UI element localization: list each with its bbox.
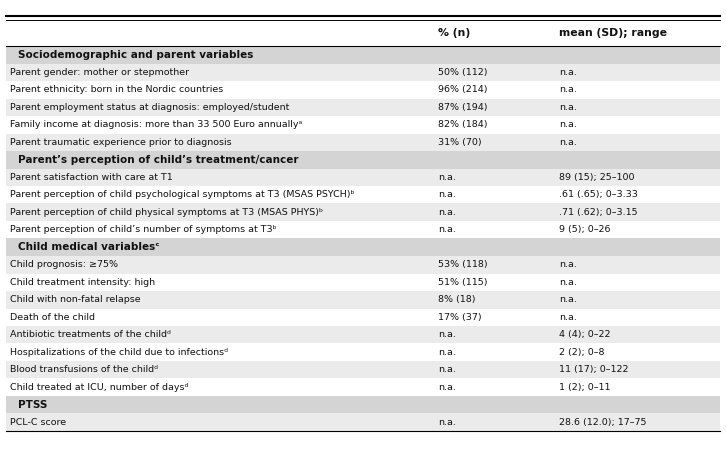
Text: Child prognosis: ≥75%: Child prognosis: ≥75% xyxy=(10,260,118,269)
Text: Antibiotic treatments of the childᵈ: Antibiotic treatments of the childᵈ xyxy=(10,330,171,339)
Bar xyxy=(6,133,720,151)
Text: n.a.: n.a. xyxy=(559,68,577,77)
Text: 8% (18): 8% (18) xyxy=(438,295,476,304)
Text: Child medical variablesᶜ: Child medical variablesᶜ xyxy=(18,242,160,252)
Text: n.a.: n.a. xyxy=(438,330,456,339)
Text: 50% (112): 50% (112) xyxy=(438,68,487,77)
Text: Parent’s perception of child’s treatment/cancer: Parent’s perception of child’s treatment… xyxy=(18,155,298,165)
Text: n.a.: n.a. xyxy=(559,278,577,287)
Text: % (n): % (n) xyxy=(438,28,470,38)
Text: Child treated at ICU, number of daysᵈ: Child treated at ICU, number of daysᵈ xyxy=(10,383,188,392)
Text: 51% (115): 51% (115) xyxy=(438,278,487,287)
Text: n.a.: n.a. xyxy=(438,365,456,374)
Bar xyxy=(6,273,720,291)
Text: Family income at diagnosis: more than 33 500 Euro annuallyᵃ: Family income at diagnosis: more than 33… xyxy=(10,120,302,129)
Text: n.a.: n.a. xyxy=(438,173,456,182)
Bar xyxy=(6,221,720,239)
Text: 17% (37): 17% (37) xyxy=(438,313,481,322)
Bar xyxy=(6,396,720,413)
Bar xyxy=(6,64,720,81)
Bar xyxy=(6,168,720,186)
Text: Child treatment intensity: high: Child treatment intensity: high xyxy=(10,278,155,287)
Text: 53% (118): 53% (118) xyxy=(438,260,488,269)
Text: n.a.: n.a. xyxy=(438,208,456,217)
Bar xyxy=(6,239,720,256)
Text: 28.6 (12.0); 17–75: 28.6 (12.0); 17–75 xyxy=(559,418,647,427)
Text: Sociodemographic and parent variables: Sociodemographic and parent variables xyxy=(18,50,253,60)
Text: 9 (5); 0–26: 9 (5); 0–26 xyxy=(559,225,611,234)
Text: .71 (.62); 0–3.15: .71 (.62); 0–3.15 xyxy=(559,208,638,217)
Text: Parent perception of child psychological symptoms at T3 (MSAS PSYCH)ᵇ: Parent perception of child psychological… xyxy=(10,190,354,199)
Text: mean (SD); range: mean (SD); range xyxy=(559,28,667,38)
Text: 89 (15); 25–100: 89 (15); 25–100 xyxy=(559,173,635,182)
Text: .61 (.65); 0–3.33: .61 (.65); 0–3.33 xyxy=(559,190,638,199)
Text: Hospitalizations of the child due to infectionsᵈ: Hospitalizations of the child due to inf… xyxy=(10,348,228,357)
Bar xyxy=(6,116,720,133)
Text: 96% (214): 96% (214) xyxy=(438,85,487,94)
Bar xyxy=(6,413,720,431)
Bar xyxy=(6,151,720,168)
Bar xyxy=(6,308,720,326)
Bar xyxy=(6,81,720,99)
Text: Parent traumatic experience prior to diagnosis: Parent traumatic experience prior to dia… xyxy=(10,138,232,147)
Bar xyxy=(6,361,720,379)
Text: n.a.: n.a. xyxy=(559,260,577,269)
Text: n.a.: n.a. xyxy=(559,120,577,129)
Text: Parent perception of child’s number of symptoms at T3ᵇ: Parent perception of child’s number of s… xyxy=(10,225,277,234)
Bar xyxy=(6,186,720,204)
Text: n.a.: n.a. xyxy=(438,225,456,234)
Text: n.a.: n.a. xyxy=(559,138,577,147)
Text: Blood transfusions of the childᵈ: Blood transfusions of the childᵈ xyxy=(10,365,158,374)
Text: n.a.: n.a. xyxy=(559,313,577,322)
Text: n.a.: n.a. xyxy=(559,85,577,94)
Text: Child with non-fatal relapse: Child with non-fatal relapse xyxy=(10,295,141,304)
Text: Parent perception of child physical symptoms at T3 (MSAS PHYS)ᵇ: Parent perception of child physical symp… xyxy=(10,208,323,217)
Bar xyxy=(6,256,720,273)
Text: Parent gender: mother or stepmother: Parent gender: mother or stepmother xyxy=(10,68,189,77)
Text: Death of the child: Death of the child xyxy=(10,313,95,322)
Text: 87% (194): 87% (194) xyxy=(438,103,487,112)
Text: Parent employment status at diagnosis: employed/student: Parent employment status at diagnosis: e… xyxy=(10,103,290,112)
Text: n.a.: n.a. xyxy=(559,295,577,304)
Text: n.a.: n.a. xyxy=(438,383,456,392)
Bar xyxy=(6,326,720,344)
Text: n.a.: n.a. xyxy=(559,103,577,112)
Text: n.a.: n.a. xyxy=(438,348,456,357)
Text: 2 (2); 0–8: 2 (2); 0–8 xyxy=(559,348,605,357)
Bar xyxy=(6,379,720,396)
Text: 82% (184): 82% (184) xyxy=(438,120,487,129)
Text: 4 (4); 0–22: 4 (4); 0–22 xyxy=(559,330,611,339)
Bar xyxy=(6,99,720,116)
Text: 31% (70): 31% (70) xyxy=(438,138,481,147)
Text: PCL-C score: PCL-C score xyxy=(10,418,66,427)
Bar xyxy=(6,204,720,221)
Bar xyxy=(6,291,720,308)
Text: 11 (17); 0–122: 11 (17); 0–122 xyxy=(559,365,629,374)
Text: Parent satisfaction with care at T1: Parent satisfaction with care at T1 xyxy=(10,173,173,182)
Bar xyxy=(6,46,720,64)
Text: n.a.: n.a. xyxy=(438,418,456,427)
Text: 1 (2); 0–11: 1 (2); 0–11 xyxy=(559,383,611,392)
Text: Parent ethnicity: born in the Nordic countries: Parent ethnicity: born in the Nordic cou… xyxy=(10,85,224,94)
Bar xyxy=(6,344,720,361)
Text: PTSS: PTSS xyxy=(18,400,47,410)
Text: n.a.: n.a. xyxy=(438,190,456,199)
